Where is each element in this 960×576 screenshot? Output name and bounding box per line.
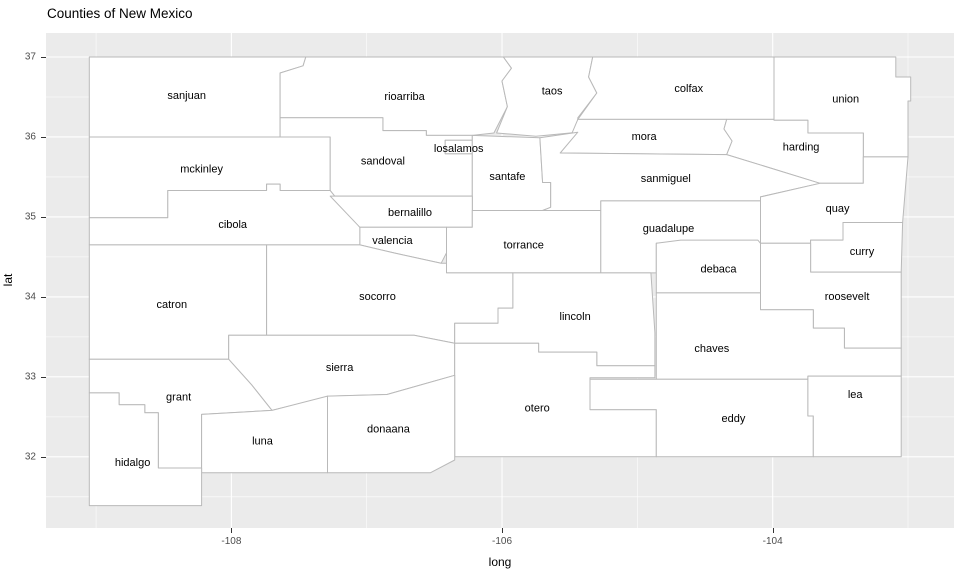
county-label-donaana: donaana [367, 424, 411, 436]
county-label-sierra: sierra [326, 362, 354, 374]
county-label-cibola: cibola [218, 219, 248, 231]
county-label-otero: otero [525, 403, 550, 415]
x-tick-mark [231, 528, 233, 533]
x-tick-label: -104 [762, 536, 783, 547]
county-label-harding: harding [783, 141, 820, 153]
y-tick-mark [41, 296, 46, 298]
county-label-union: union [832, 93, 859, 105]
county-label-torrance: torrance [504, 240, 544, 252]
y-tick-mark [41, 136, 46, 138]
county-label-curry: curry [850, 246, 875, 258]
y-tick-label: 37 [24, 51, 36, 63]
county-label-hidalgo: hidalgo [115, 457, 150, 469]
county-label-valencia: valencia [372, 235, 413, 247]
county-label-sanjuan: sanjuan [167, 90, 206, 102]
county-label-rioarriba: rioarriba [384, 91, 425, 103]
x-tick-mark [772, 528, 774, 533]
y-tick-mark [41, 456, 46, 458]
x-tick-label: -106 [492, 536, 513, 547]
y-tick-label: 32 [24, 451, 36, 463]
county-polygon-donaana [327, 374, 456, 474]
county-label-lea: lea [848, 389, 864, 401]
county-label-colfax: colfax [674, 83, 703, 95]
county-label-sanmiguel: sanmiguel [641, 173, 691, 185]
county-label-sandoval: sandoval [361, 156, 405, 168]
county-label-mckinley: mckinley [180, 164, 223, 176]
county-label-catron: catron [157, 299, 188, 311]
y-tick-label: 36 [24, 131, 36, 143]
county-label-bernalillo: bernalillo [388, 207, 432, 219]
y-tick-mark [41, 56, 46, 58]
y-tick-mark [41, 376, 46, 378]
county-label-eddy: eddy [721, 413, 745, 425]
plot-title: Counties of New Mexico [47, 6, 193, 21]
county-label-lincoln: lincoln [560, 311, 591, 323]
county-label-santafe: santafe [489, 171, 525, 183]
y-axis-title: lat [1, 273, 15, 287]
county-label-socorro: socorro [359, 291, 396, 303]
plot-panel: sanjuan rioarriba taos colfax union mckinley s… [46, 33, 954, 528]
x-tick-mark [502, 528, 504, 533]
new-mexico-county-map: sanjuan rioarriba taos colfax union mckinley s… [46, 33, 954, 528]
y-tick-label: 34 [24, 291, 36, 303]
county-label-debaca: debaca [700, 264, 737, 276]
county-polygon-hidalgo [88, 392, 203, 507]
y-tick-label: 33 [24, 371, 36, 383]
county-label-guadalupe: guadalupe [643, 223, 694, 235]
county-polygon-lea [807, 375, 902, 458]
county-label-losalamos: losalamos [434, 143, 484, 155]
county-label-grant: grant [166, 392, 191, 404]
county-label-taos: taos [542, 85, 563, 97]
county-label-mora: mora [632, 131, 658, 143]
y-tick-label: 35 [24, 211, 36, 223]
x-axis-title: long [488, 555, 512, 569]
y-tick-mark [41, 216, 46, 218]
county-label-quay: quay [826, 203, 850, 215]
county-label-luna: luna [252, 436, 274, 448]
county-label-roosevelt: roosevelt [825, 291, 870, 303]
county-label-chaves: chaves [694, 343, 729, 355]
x-tick-label: -108 [221, 536, 242, 547]
